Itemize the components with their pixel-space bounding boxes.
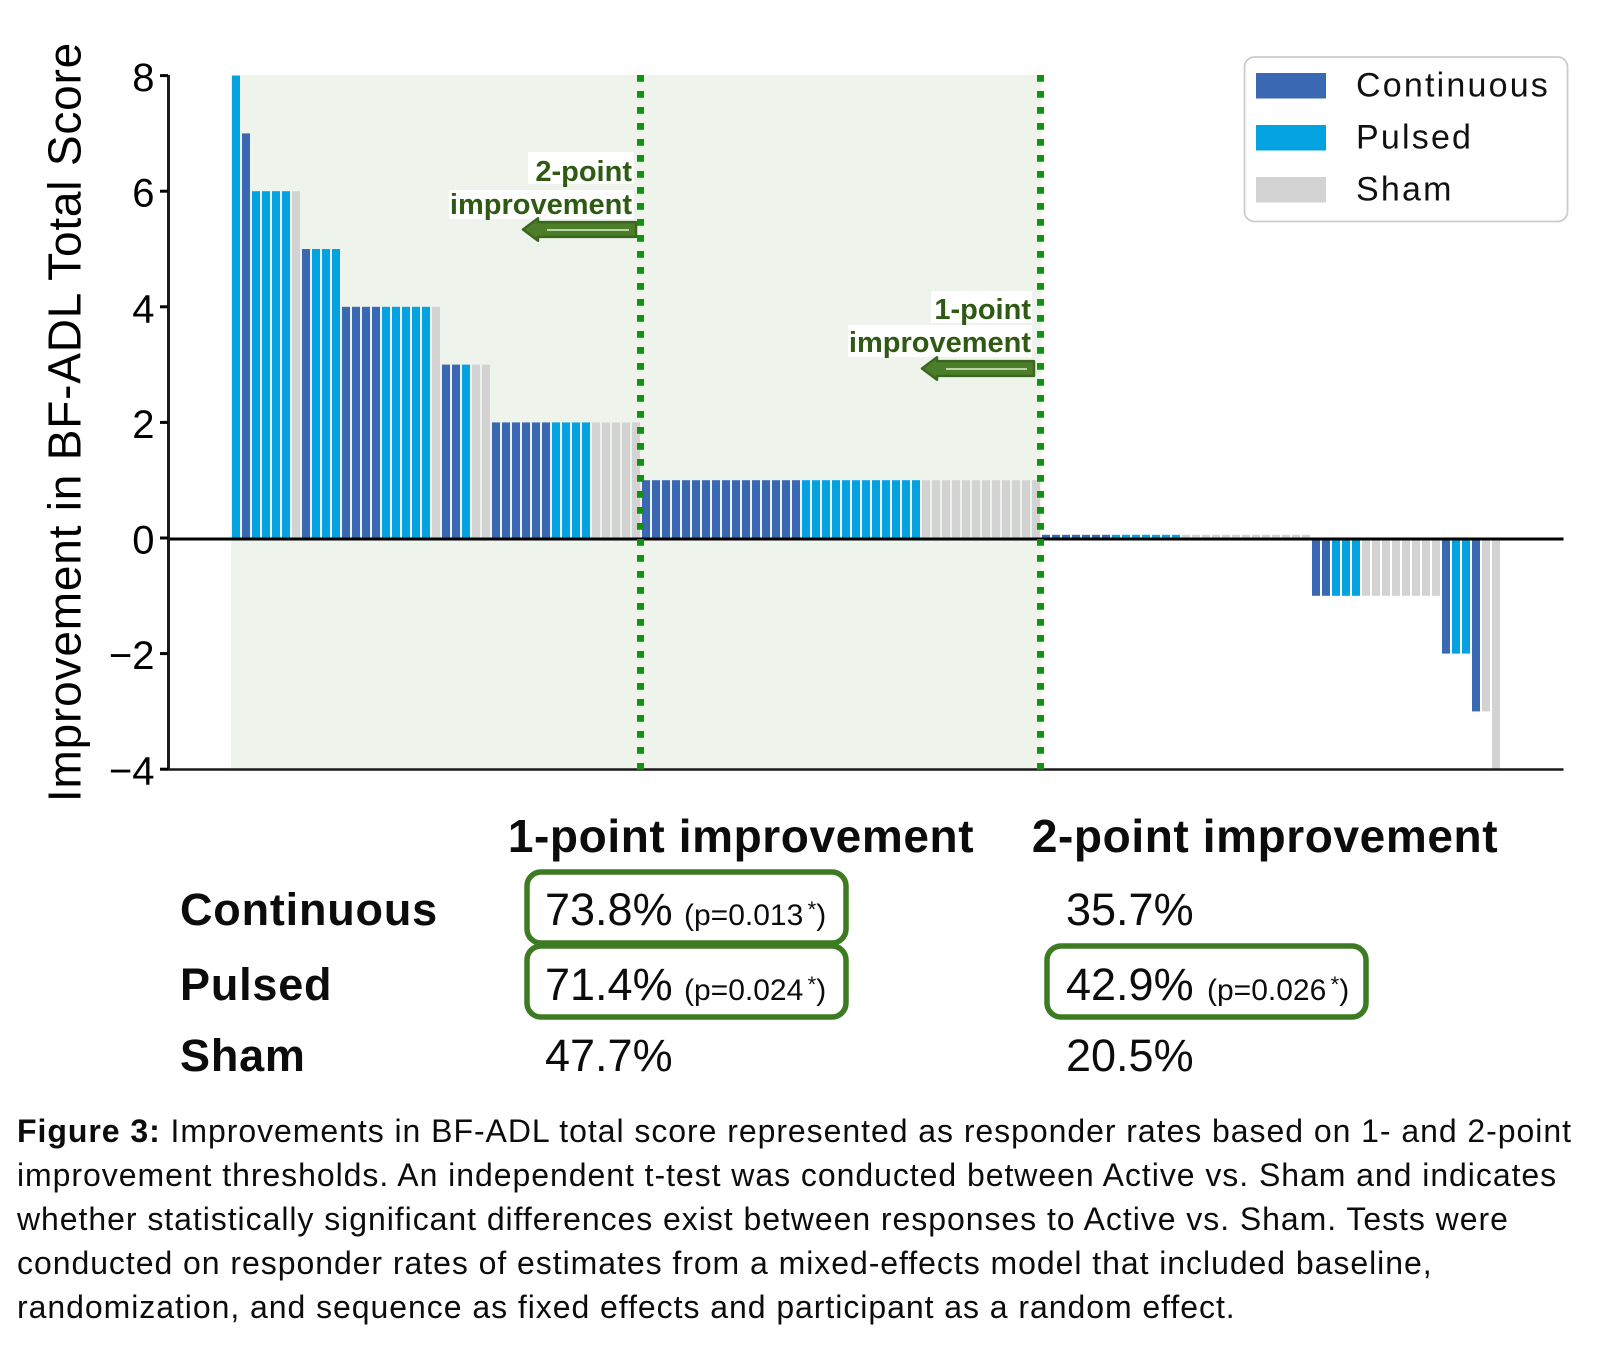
svg-text:(p=0.026 *): (p=0.026 *) [1207, 972, 1349, 1007]
svg-text:2-point: 2-point [535, 156, 632, 188]
svg-text:73.8%: 73.8% [545, 884, 673, 935]
svg-text:71.4%: 71.4% [545, 959, 673, 1010]
svg-text:improvement: improvement [450, 189, 632, 221]
svg-text:0: 0 [132, 519, 154, 563]
svg-text:improvement: improvement [849, 327, 1031, 359]
svg-text:6: 6 [132, 172, 154, 216]
svg-text:8: 8 [132, 56, 154, 100]
svg-text:Sham: Sham [180, 1030, 306, 1081]
svg-text:1-point improvement: 1-point improvement [508, 810, 974, 862]
svg-text:Improvement in BF-ADL Total Sc: Improvement in BF-ADL Total Score [39, 42, 91, 802]
svg-text:Sham: Sham [1356, 171, 1454, 209]
svg-text:−4: −4 [109, 750, 155, 794]
svg-text:−2: −2 [109, 634, 155, 678]
svg-text:Continuous: Continuous [180, 884, 438, 935]
svg-text:20.5%: 20.5% [1066, 1030, 1194, 1081]
svg-text:1-point: 1-point [934, 294, 1031, 326]
svg-text:Pulsed: Pulsed [180, 959, 332, 1010]
svg-text:(p=0.013 *): (p=0.013 *) [684, 897, 826, 932]
svg-text:4: 4 [132, 287, 154, 331]
svg-text:47.7%: 47.7% [545, 1030, 673, 1081]
svg-text:Pulsed: Pulsed [1356, 119, 1473, 157]
svg-text:2: 2 [132, 403, 154, 447]
svg-text:42.9%: 42.9% [1066, 959, 1194, 1010]
svg-text:2-point improvement: 2-point improvement [1032, 810, 1498, 862]
svg-text:35.7%: 35.7% [1066, 884, 1194, 935]
svg-text:Continuous: Continuous [1356, 67, 1550, 105]
svg-text:(p=0.024 *): (p=0.024 *) [684, 972, 826, 1007]
